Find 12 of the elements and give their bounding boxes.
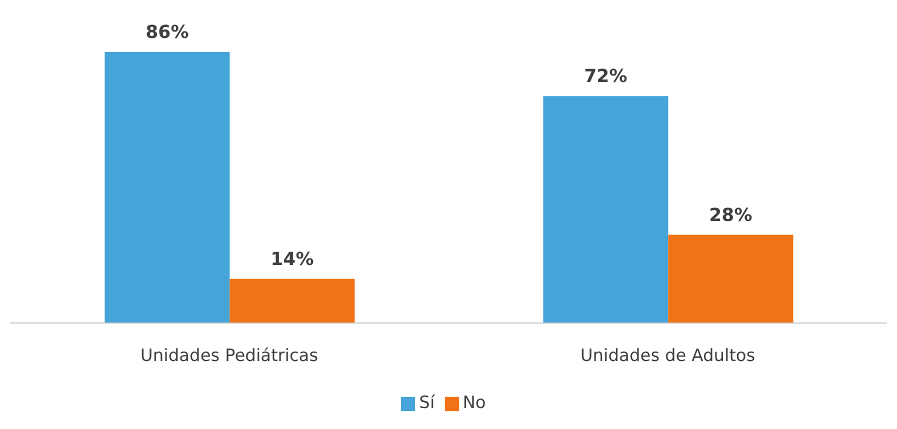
bar (104, 52, 230, 323)
legend-label: Sí (419, 393, 435, 413)
bar (543, 96, 668, 323)
legend-label: No (462, 393, 486, 413)
data-label: 86% (146, 22, 189, 43)
data-label: 72% (584, 66, 628, 88)
x-tick-label: Unidades de Adultos (580, 346, 756, 366)
data-label: 28% (709, 204, 752, 226)
bar (230, 278, 355, 323)
x-tick-label: Unidades Pediátricas (140, 346, 318, 366)
data-label: 14% (270, 248, 314, 270)
bar (668, 234, 794, 323)
